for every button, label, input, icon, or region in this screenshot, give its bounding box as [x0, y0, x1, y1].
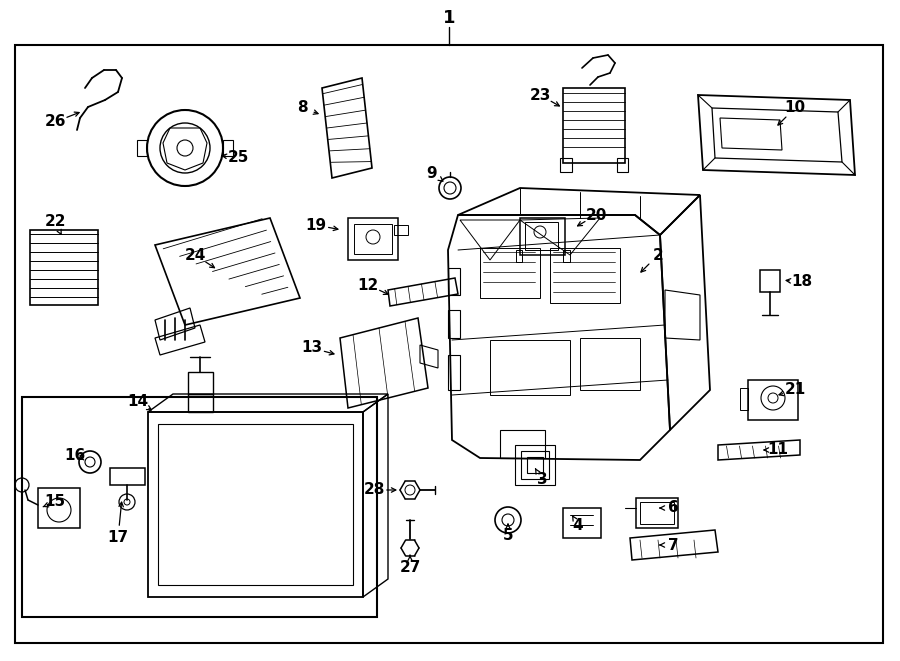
- Bar: [480, 248, 540, 298]
- Text: 15: 15: [44, 494, 66, 510]
- Text: 1: 1: [443, 9, 455, 27]
- Bar: [580, 338, 640, 390]
- Bar: [22, 397, 377, 617]
- Text: 18: 18: [791, 274, 813, 290]
- Bar: [640, 502, 674, 524]
- Bar: [563, 88, 625, 163]
- Text: 17: 17: [107, 531, 129, 545]
- Text: 7: 7: [668, 537, 679, 553]
- Text: 26: 26: [44, 114, 66, 130]
- Text: 25: 25: [228, 151, 248, 165]
- Text: 3: 3: [536, 473, 547, 488]
- Bar: [636, 498, 678, 528]
- Bar: [550, 248, 620, 303]
- Text: 19: 19: [305, 217, 327, 233]
- Bar: [521, 451, 549, 479]
- Text: 10: 10: [785, 100, 806, 116]
- Text: 20: 20: [585, 208, 607, 223]
- Text: 11: 11: [768, 442, 788, 457]
- Bar: [490, 340, 570, 395]
- Text: 13: 13: [302, 340, 322, 356]
- Text: 21: 21: [785, 383, 806, 397]
- Text: 22: 22: [44, 215, 66, 229]
- Text: 12: 12: [357, 278, 379, 293]
- Text: 4: 4: [572, 518, 583, 533]
- Bar: [563, 508, 601, 538]
- Text: 14: 14: [128, 395, 148, 410]
- Bar: [527, 457, 543, 473]
- Text: 16: 16: [65, 447, 86, 463]
- Text: 2: 2: [652, 247, 663, 262]
- Text: 8: 8: [297, 100, 307, 116]
- Text: 23: 23: [529, 87, 551, 102]
- Bar: [515, 445, 555, 485]
- Text: 28: 28: [364, 483, 384, 498]
- Text: 24: 24: [184, 247, 206, 262]
- Text: 9: 9: [427, 165, 437, 180]
- Text: 5: 5: [503, 527, 513, 543]
- Text: 27: 27: [400, 561, 420, 576]
- Text: 6: 6: [668, 500, 679, 516]
